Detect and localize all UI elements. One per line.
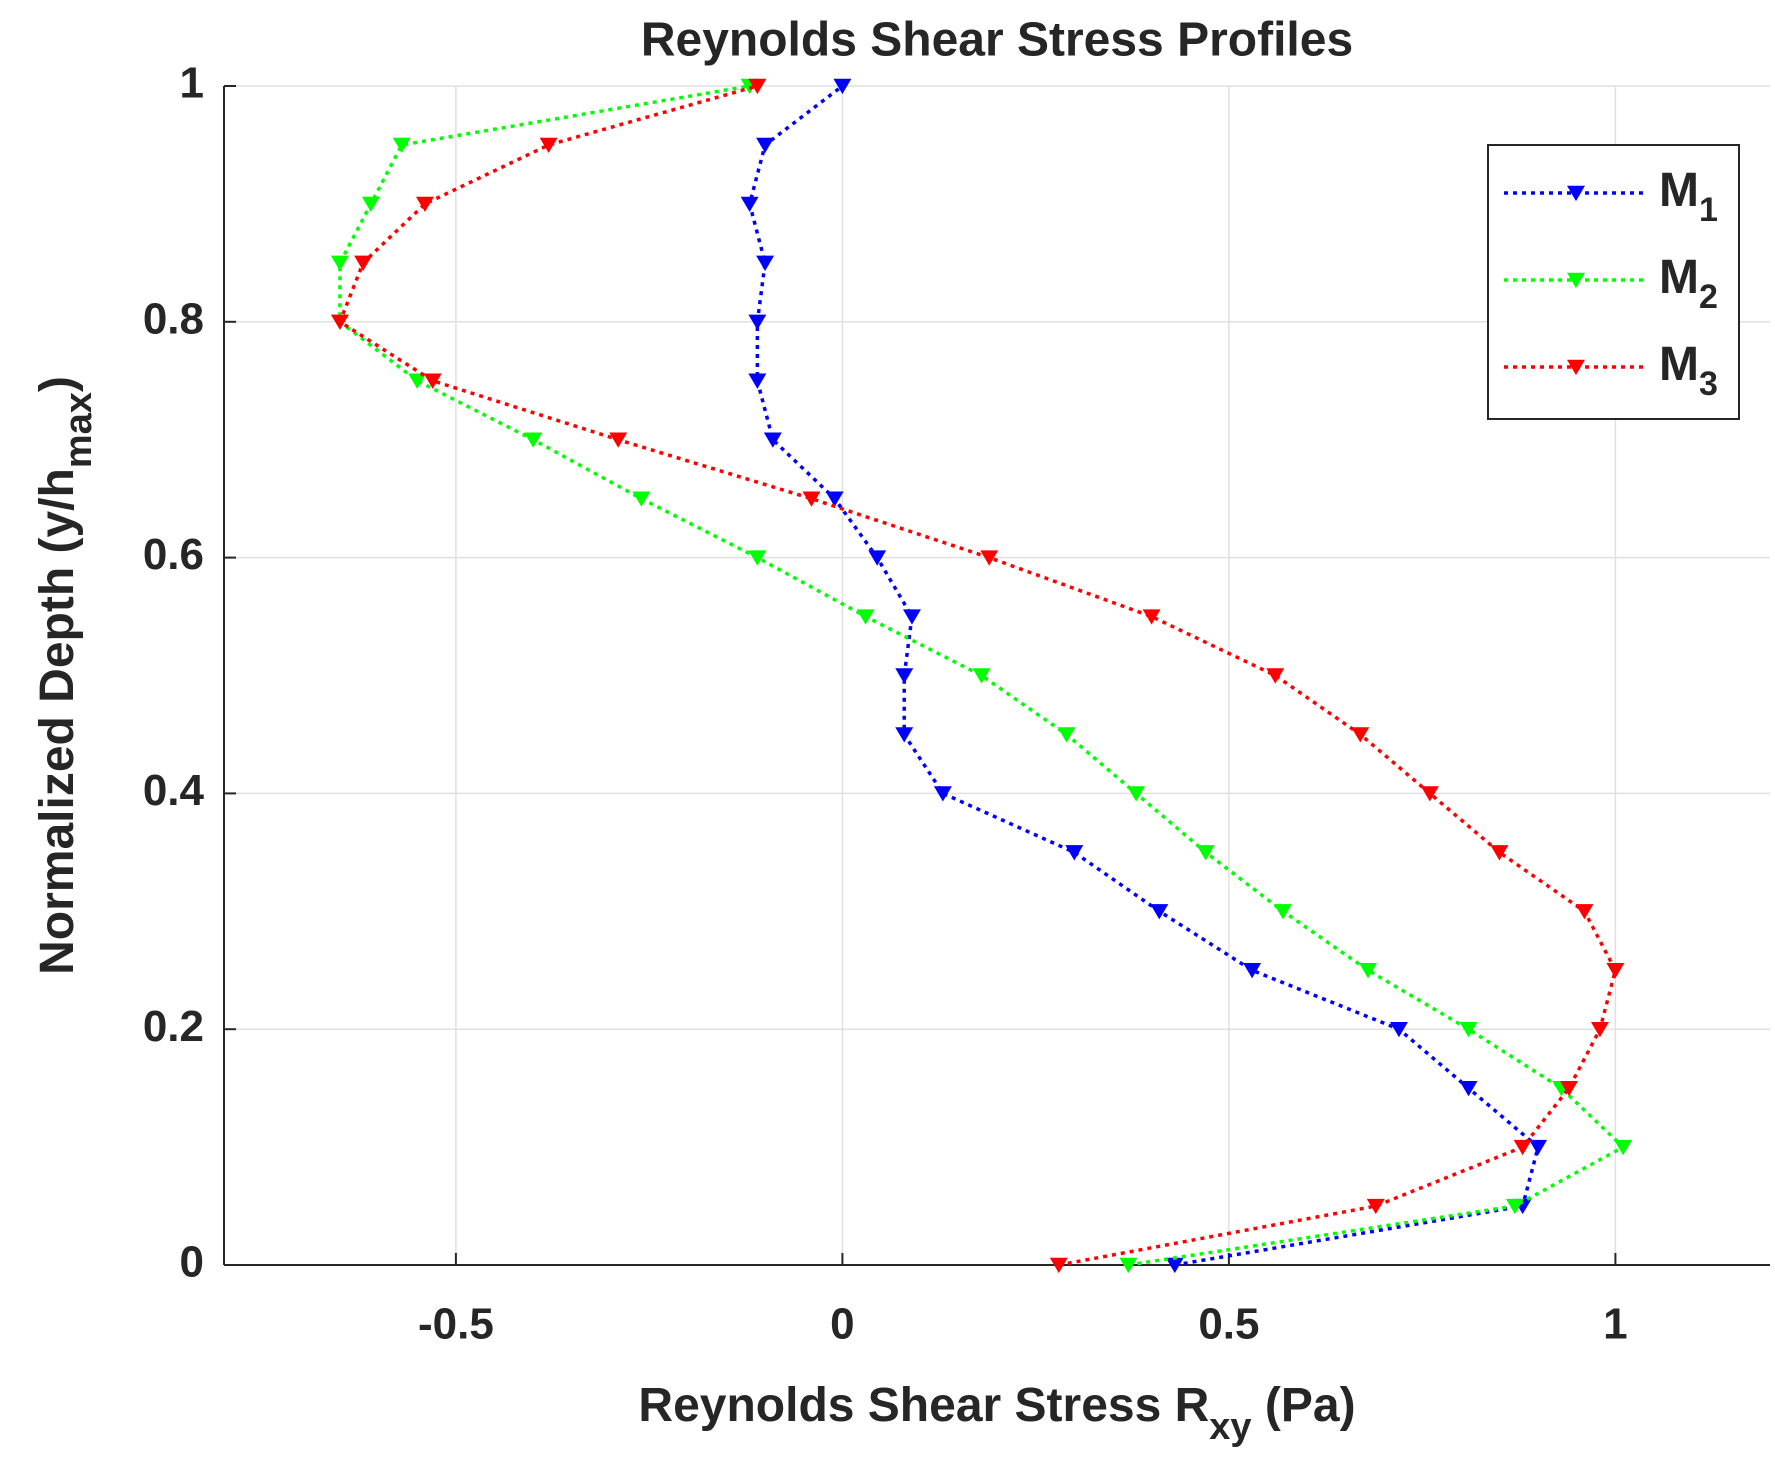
x-tick-label: 0 [830,1300,854,1349]
series-line [747,84,1541,1267]
marker [392,137,411,154]
marker [748,373,767,389]
marker [1274,904,1293,920]
marker [1057,727,1076,743]
marker [1459,1080,1478,1097]
legend-marker [1567,359,1585,376]
marker [763,432,782,448]
marker [1389,1022,1408,1038]
marker [1490,845,1509,861]
marker [740,196,759,212]
chart-title: Reynolds Shear Stress Profiles [641,14,1353,67]
marker [756,255,775,271]
marker [1505,1198,1524,1215]
marker [1420,786,1439,802]
marker [1513,1139,1532,1156]
y-tick-label: 0.8 [143,294,204,343]
y-tick-label: 0.4 [143,766,205,815]
marker [632,491,651,507]
legend-label: M3 [1659,338,1718,403]
x-tick-label: 1 [1603,1300,1627,1349]
marker [1560,1080,1579,1097]
series-line [337,84,1618,1267]
marker [933,786,952,802]
marker [1459,1022,1478,1038]
legend-label: M2 [1659,251,1718,316]
marker [354,255,373,271]
legend-marker [1567,272,1585,289]
marker [408,373,427,389]
marker [1606,963,1625,979]
marker [802,491,821,507]
y-tick-label: 0.2 [143,1002,204,1051]
y-axis-label-part: max [58,392,100,468]
marker [1049,1257,1068,1274]
x-tick-label: -0.5 [418,1300,494,1349]
marker [902,609,921,625]
marker [1590,1022,1609,1038]
y-tick-label: 1 [180,59,204,108]
marker [1359,963,1378,979]
marker [756,137,775,154]
marker [1119,1257,1138,1274]
marker [1366,1198,1385,1215]
y-axis-label: Normalized Depth (y/hmax) [31,376,100,975]
marker [1142,609,1161,625]
marker [330,255,349,271]
marker [748,314,767,330]
marker [609,432,628,448]
marker [895,727,914,743]
legend-marker [1567,185,1585,202]
marker [524,432,543,448]
marker [825,491,844,507]
y-axis-label-part: Normalized Depth (y/h [31,468,84,975]
marker [1351,727,1370,743]
y-tick-label: 0 [180,1238,204,1287]
marker [748,550,767,566]
marker [1065,845,1084,861]
marker [423,373,442,389]
marker [1614,1139,1633,1156]
marker [1127,786,1146,802]
marker [1165,1257,1184,1274]
marker [415,196,434,212]
marker [361,196,380,212]
marker [1243,963,1262,979]
legend-box [1487,144,1740,420]
marker [1150,904,1169,920]
marker [868,550,887,566]
y-tick-label: 0.6 [143,530,204,579]
x-axis-label-part: xy [1209,1406,1251,1448]
marker [980,550,999,566]
legend-label: M1 [1659,164,1718,229]
x-axis-label-part: (Pa) [1252,1379,1356,1432]
marker [1575,904,1594,920]
x-tick-label: 0.5 [1198,1300,1259,1349]
marker [1266,668,1285,684]
marker [833,78,852,95]
marker [539,137,558,154]
marker [1196,845,1215,861]
marker [330,314,349,330]
marker [895,668,914,684]
marker [748,78,767,95]
x-axis-label: Reynolds Shear Stress Rxy (Pa) [638,1379,1355,1448]
marker [856,609,875,625]
y-axis-label-part: ) [31,376,84,392]
x-axis-label-part: Reynolds Shear Stress R [638,1379,1209,1432]
marker [972,668,991,684]
marker [1529,1139,1548,1156]
